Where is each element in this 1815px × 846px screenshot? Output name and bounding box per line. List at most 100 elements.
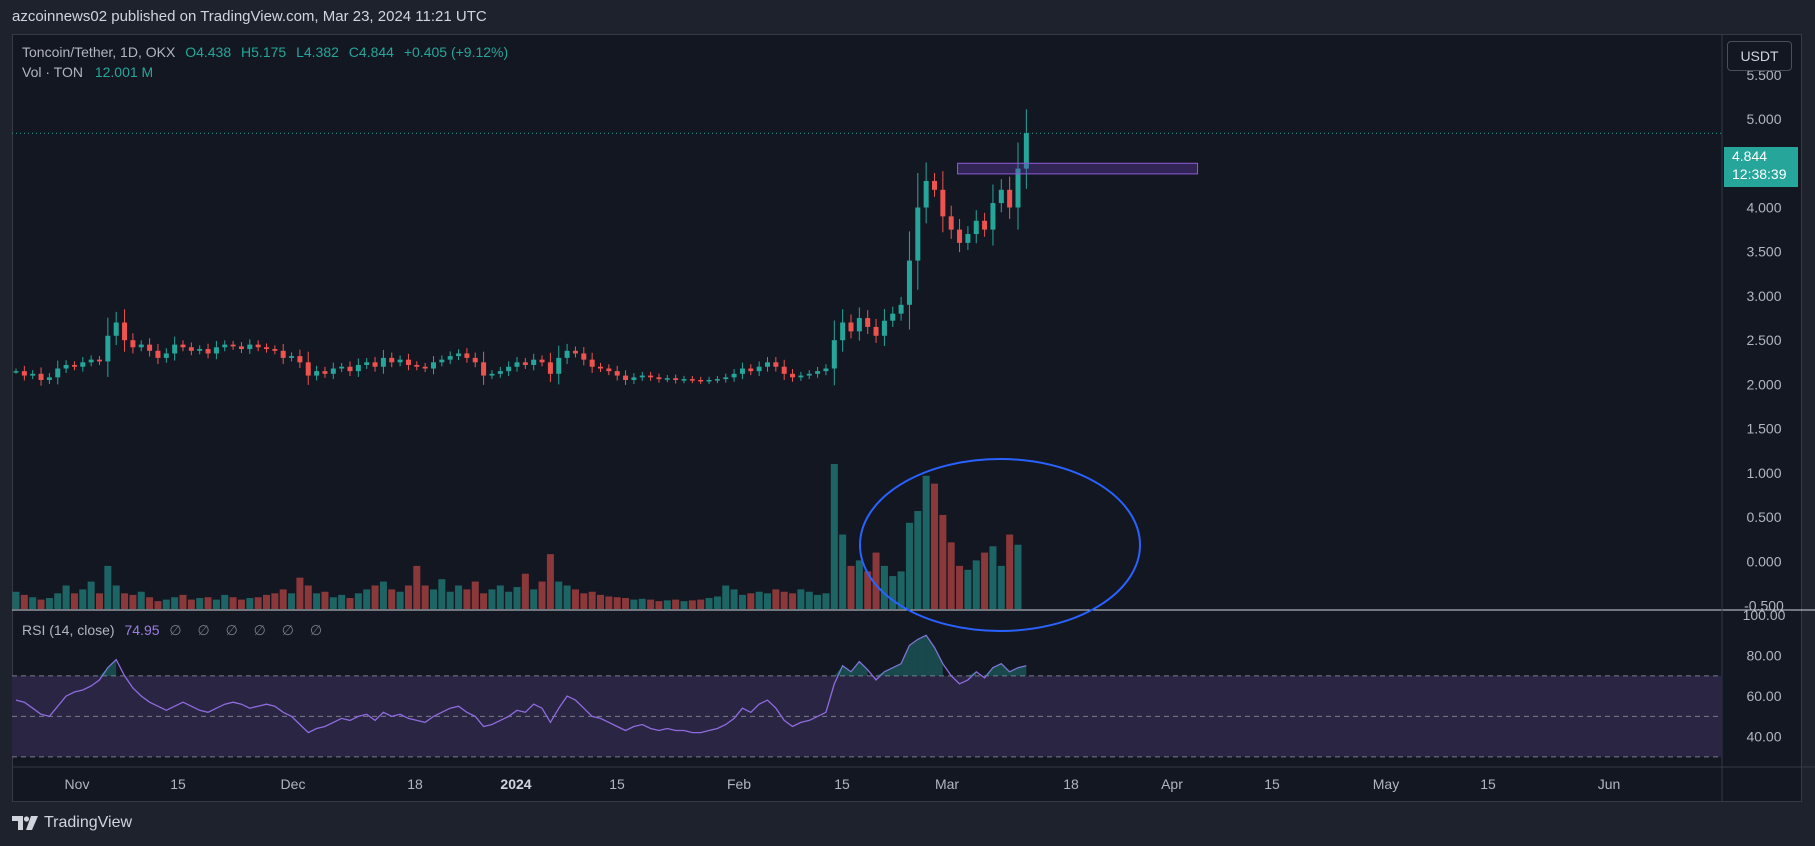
candle-body — [188, 347, 194, 351]
candle-body — [63, 364, 69, 369]
time-tick-label: May — [1373, 776, 1399, 792]
volume-bar — [738, 594, 746, 609]
currency-button[interactable]: USDT — [1727, 41, 1792, 71]
chart-frame[interactable] — [12, 34, 1802, 802]
time-tick-label: 18 — [407, 776, 423, 792]
volume-bar — [613, 597, 621, 609]
volume-bar — [20, 594, 28, 609]
volume-bar — [104, 565, 112, 609]
rsi-overbought-fill — [876, 671, 885, 676]
rsi-overbought-fill — [901, 645, 910, 676]
volume-bar — [404, 585, 412, 609]
candle-body — [155, 350, 161, 358]
candle-body — [739, 368, 745, 374]
volume-bar — [630, 599, 638, 609]
rsi-tick-label: 60.00 — [1746, 688, 1781, 704]
candle-body — [606, 368, 612, 372]
volume-bar — [1006, 534, 1014, 609]
volume-bar — [379, 581, 387, 609]
ohlc-high: H5.175 — [241, 44, 287, 60]
footer-logo[interactable]: TradingView — [12, 814, 132, 832]
candle-body — [723, 377, 729, 380]
ohlc-low: L4.382 — [296, 44, 339, 60]
candle-body — [113, 322, 119, 336]
candle-body — [163, 353, 169, 358]
time-tick-label: Jun — [1598, 776, 1621, 792]
candle-body — [773, 362, 779, 367]
time-tick-label: 18 — [1063, 776, 1079, 792]
rsi-label[interactable]: RSI (14, close) — [22, 622, 115, 638]
volume-bar — [421, 585, 429, 609]
volume-bar — [521, 573, 529, 609]
rsi-overbought-fill — [984, 667, 993, 676]
rsi-legend[interactable]: RSI (14, close) 74.95 ∅ ∅ ∅ ∅ ∅ ∅ — [22, 622, 328, 639]
time-tick-label: 15 — [1480, 776, 1496, 792]
volume-bar — [972, 560, 980, 609]
rsi-na-values: ∅ ∅ ∅ ∅ ∅ ∅ — [169, 622, 329, 638]
candle-body — [564, 350, 570, 358]
candle-body — [322, 371, 328, 374]
candle-body — [865, 318, 871, 327]
candlestick-series — [13, 109, 1029, 386]
price-change: +0.405 (+9.12%) — [403, 44, 509, 60]
candle-body — [497, 371, 503, 374]
volume-bar — [956, 565, 964, 609]
candle-body — [631, 377, 637, 380]
symbol-title[interactable]: Toncoin/Tether, 1D, OKX — [22, 44, 176, 60]
candle-body — [973, 220, 979, 235]
volume-bar — [597, 594, 604, 609]
volume-bar — [981, 552, 989, 609]
candle-body — [831, 340, 837, 369]
volume-bar — [271, 593, 279, 609]
volume-bar — [555, 581, 563, 609]
time-tick-label: Feb — [727, 776, 751, 792]
volume-bar — [70, 593, 78, 609]
volume-bar — [697, 599, 705, 609]
tradingview-logo-icon — [12, 816, 38, 830]
candle-body — [297, 356, 303, 363]
volume-bar — [37, 599, 45, 609]
candle-body — [673, 378, 679, 380]
last-price-value: 4.844 — [1732, 148, 1768, 164]
volume-bar — [672, 599, 680, 609]
volume-bar — [363, 589, 371, 609]
volume-bar — [772, 589, 780, 609]
candle-body — [489, 373, 495, 376]
volume-label[interactable]: Vol · TON — [22, 64, 83, 80]
volume-bar — [54, 593, 62, 609]
volume-bar — [797, 589, 805, 609]
volume-bar — [563, 585, 571, 609]
time-tick-label: Mar — [935, 776, 959, 792]
price-tick-label: 1.500 — [1746, 421, 1781, 437]
candle-body — [547, 362, 553, 374]
price-tick-label: 5.000 — [1746, 111, 1781, 127]
volume-bar — [822, 593, 830, 609]
candle-body — [781, 366, 787, 374]
candle-body — [55, 368, 61, 378]
time-tick-label: 15 — [1264, 776, 1280, 792]
volume-bar — [722, 585, 730, 609]
volume-bar — [237, 599, 245, 609]
candle-body — [180, 344, 186, 348]
resistance-zone-rect — [957, 162, 1199, 175]
candle-body — [656, 377, 662, 380]
volume-bar — [530, 589, 538, 609]
volume-highlight-circle — [859, 458, 1141, 632]
candle-body — [890, 313, 896, 321]
rsi-overbought-fill — [1001, 663, 1010, 676]
rsi-overbought-fill — [842, 665, 851, 676]
volume-bar — [388, 589, 396, 609]
candle-body — [138, 344, 144, 348]
volume-bar — [254, 597, 262, 609]
rsi-pane — [12, 634, 1722, 758]
candle-body — [639, 375, 645, 378]
time-tick-label: 15 — [834, 776, 850, 792]
candle-body — [439, 359, 445, 363]
candle-body — [522, 362, 528, 365]
footer-logo-text: TradingView — [44, 814, 133, 831]
time-tick-label: 15 — [170, 776, 186, 792]
candle-body — [798, 375, 804, 378]
candle-body — [264, 347, 269, 350]
price-legend: Toncoin/Tether, 1D, OKX O4.438 H5.175 L4… — [22, 44, 508, 84]
